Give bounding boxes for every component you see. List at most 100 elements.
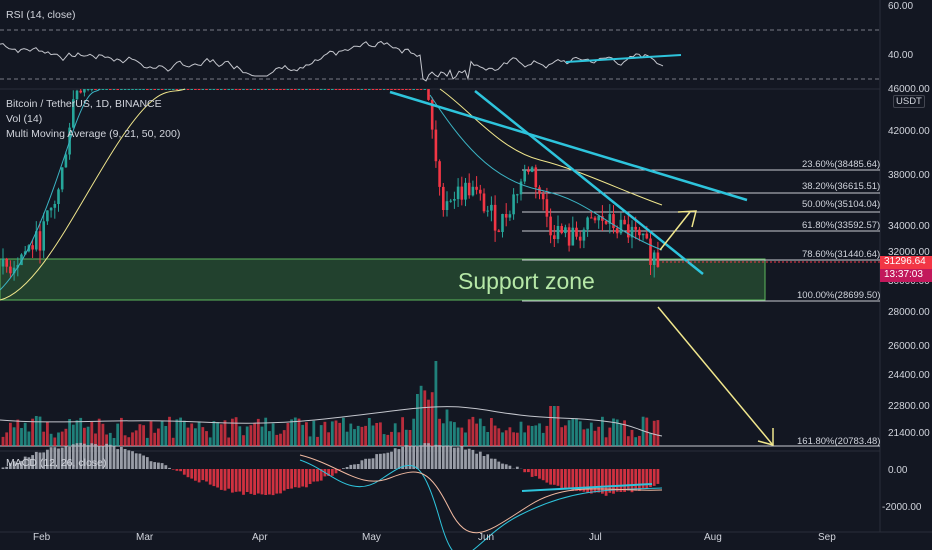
macd-histogram-bar [471,449,475,469]
macd-histogram-bar [279,469,282,494]
candle-body [497,230,501,232]
volume-bar [486,432,490,446]
macd-histogram-bar [271,469,275,496]
volume-bar [275,434,279,446]
candle-body [116,89,119,90]
macd-histogram-bar [231,469,234,493]
month-sep: Sep [818,532,836,543]
candle-body [345,89,349,90]
volume-bar [12,427,16,446]
candle-body [90,89,94,90]
moving-average-indicator-label[interactable]: Multi Moving Average (9, 21, 50, 200) [6,128,181,140]
candle-body [53,204,57,208]
candle-body [464,182,467,200]
candle-body [353,89,356,90]
volume-bar [541,432,545,446]
candle-body [231,89,234,90]
volume-indicator-label[interactable]: Vol (14) [6,113,43,125]
candle-body [412,89,415,90]
volume-bar [245,426,249,446]
macd-histogram-bar [656,469,660,484]
volume-bar [582,429,586,446]
candle-body [508,214,512,218]
volume-bar [490,418,493,446]
volume-bar [290,419,293,446]
candle-body [638,229,641,236]
macd-histogram-bar [38,452,42,469]
macd-histogram-bar [567,469,571,488]
volume-bar [42,431,46,446]
volume-bar [397,432,401,446]
volume-bar [379,422,382,446]
volume-bar [105,434,108,446]
macd-histogram-bar [564,469,567,489]
macd-histogram-bar [256,469,260,494]
candle-body [501,214,504,232]
volume-bar [34,416,38,446]
macd-histogram-bar [382,453,386,469]
macd-histogram-bar [397,449,401,469]
volume-bar [527,425,530,446]
macd-histogram-bar [630,469,634,493]
month-jul: Jul [589,532,602,543]
symbol-title[interactable]: Bitcoin / TetherUS, 1D, BINANCE [6,98,162,110]
candle-body [379,89,382,90]
macd-histogram-bar [423,443,427,469]
candle-body [541,193,545,200]
volume-bar [390,431,393,446]
candle-body [123,89,127,90]
macd-histogram-bar [34,451,38,469]
candle-body [201,89,205,90]
macd-histogram-bar [53,447,57,469]
volume-bar [305,422,308,446]
fib-label-61-8: 61.80%(33592.57) [802,220,881,231]
volume-bar [223,420,227,446]
volume-bar [116,423,120,446]
volume-bar [523,432,527,446]
volume-bar [619,423,623,446]
volume-bar [589,422,593,446]
macd-histogram-bar [242,469,245,495]
volume-bar [534,425,538,446]
volume-bar [186,427,190,446]
macd-title[interactable]: MACD (12, 26, close) [6,457,107,469]
month-apr: Apr [252,532,268,543]
candle-body [49,207,53,211]
volume-bar [404,429,408,446]
candle-body [249,89,253,90]
volume-bar [168,416,171,446]
candle-body [175,89,179,90]
candle-body [375,89,378,90]
volume-bar [482,426,486,446]
candle-body [390,89,393,90]
candle-body [301,89,304,90]
volume-bar [308,436,312,446]
candle-body [386,89,390,90]
macd-histogram-bar [316,469,319,482]
volume-bar [567,420,571,446]
volume-bar [219,424,223,446]
candle-body [190,89,193,90]
candle-body [64,154,68,168]
candle-body [438,161,441,187]
candle-body [645,233,649,239]
rsi-tick-40: 40.00 [888,50,914,61]
macd-histogram-bar [297,469,301,488]
macd-histogram-bar [97,446,101,469]
macd-tick-0: 0.00 [888,465,908,476]
currency-badge: USDT [893,95,925,108]
macd-histogram-bar [260,469,264,495]
macd-histogram-bar [478,451,482,469]
macd-histogram-bar [601,469,604,494]
volume-bar [649,433,652,446]
ma-50-line-right [429,94,663,251]
macd-histogram-bar [538,469,541,479]
macd-histogram-bar [467,448,471,469]
volume-bar [330,421,334,446]
candle-body [253,89,256,90]
macd-histogram-bar [434,444,438,469]
price-tick-22800: 22800.00 [888,401,930,412]
macd-histogram-bar [416,446,419,469]
candle-body [142,89,145,90]
